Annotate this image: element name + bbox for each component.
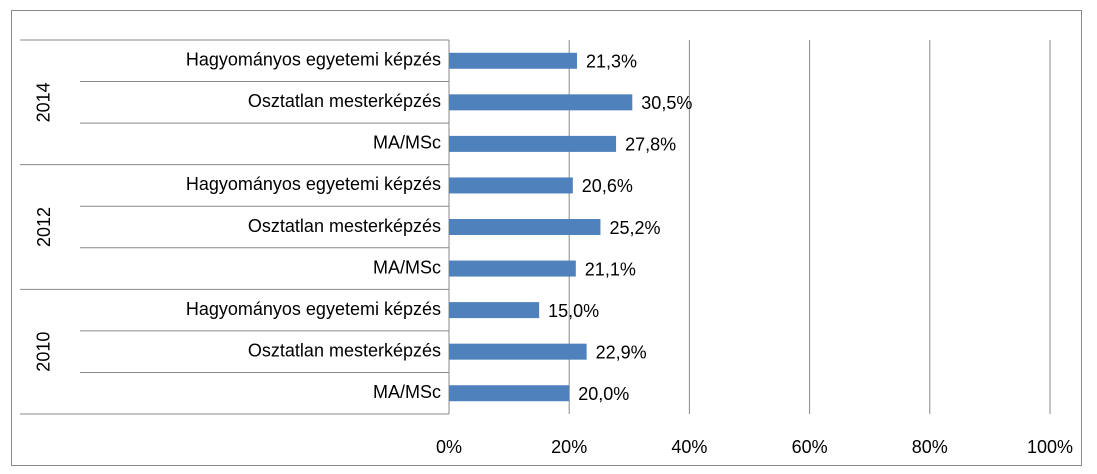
value-label: 20,0% — [578, 384, 629, 404]
x-tick-label: 60% — [792, 437, 828, 457]
y-tick-label: Osztatlan mesterképzés — [248, 91, 441, 111]
y-tick-label: Osztatlan mesterképzés — [248, 340, 441, 360]
bar — [449, 343, 587, 360]
value-label: 27,8% — [625, 135, 676, 155]
group-label: 2014 — [34, 82, 54, 122]
y-tick-label: MA/MSc — [373, 133, 441, 153]
x-tick-label: 20% — [551, 437, 587, 457]
bar — [449, 302, 540, 319]
value-label: 15,0% — [548, 301, 599, 321]
value-label: 22,9% — [596, 342, 647, 362]
x-tick-label: 40% — [671, 437, 707, 457]
bar — [449, 135, 617, 152]
x-tick-label: 0% — [436, 437, 462, 457]
y-tick-label: MA/MSc — [373, 382, 441, 402]
value-label: 30,5% — [641, 93, 692, 113]
bar — [449, 219, 601, 235]
y-tick-label: Osztatlan mesterképzés — [248, 216, 441, 236]
bar — [449, 260, 576, 277]
bar — [449, 52, 578, 69]
x-tick-label: 100% — [1027, 437, 1073, 457]
x-tick-label: 80% — [912, 437, 948, 457]
value-label: 20,6% — [582, 176, 633, 196]
y-tick-label: Hagyományos egyetemi képzés — [186, 50, 441, 70]
bar — [449, 177, 573, 194]
value-label: 21,3% — [586, 52, 637, 72]
group-label: 2010 — [34, 332, 54, 372]
value-label: 25,2% — [609, 218, 660, 238]
y-tick-label: Hagyományos egyetemi képzés — [186, 174, 441, 194]
value-label: 21,1% — [585, 259, 636, 279]
y-tick-label: Hagyományos egyetemi képzés — [186, 299, 441, 319]
bar — [449, 94, 633, 111]
y-tick-label: MA/MSc — [373, 257, 441, 277]
group-label: 2012 — [34, 207, 54, 247]
bar — [449, 385, 570, 402]
